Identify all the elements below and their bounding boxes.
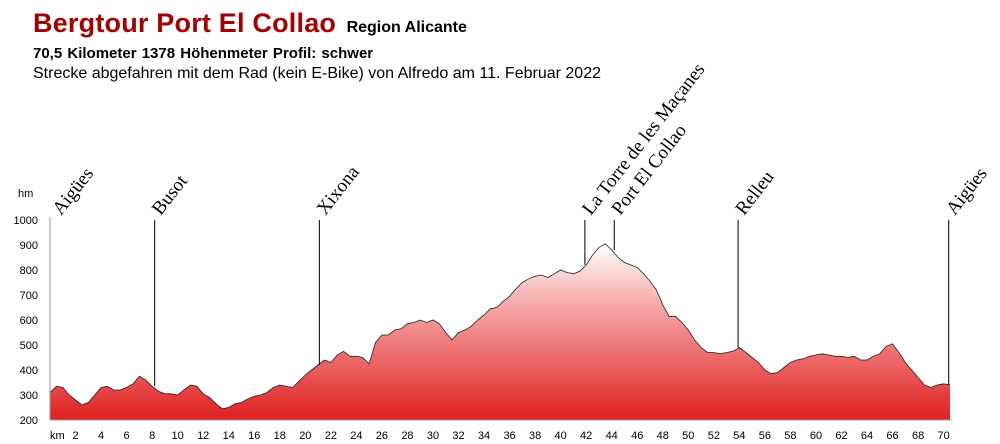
y-tick-label: 700 (20, 290, 38, 302)
x-tick-label: 52 (708, 430, 720, 442)
x-tick-label: 20 (299, 430, 311, 442)
x-tick-label: 66 (886, 430, 898, 442)
x-tick-label: 14 (223, 430, 235, 442)
tour-subtitle: Strecke abgefahren mit dem Rad (kein E-B… (33, 65, 601, 82)
place-label: Xixona (313, 162, 364, 219)
place-label: Busot (148, 171, 192, 219)
x-tick-label: 50 (682, 430, 694, 442)
x-tick-label: 26 (376, 430, 388, 442)
x-tick-label: 70 (937, 430, 949, 442)
y-tick-label: 1000 (14, 215, 38, 227)
x-tick-label: 36 (503, 430, 515, 442)
x-tick-label: 18 (274, 430, 286, 442)
y-tick-label: 800 (20, 265, 38, 277)
y-tick-label: 900 (20, 240, 38, 252)
x-tick-label: 58 (784, 430, 796, 442)
x-tick-label: 16 (248, 430, 260, 442)
x-tick-label: 12 (197, 430, 209, 442)
x-tick-label: 10 (172, 430, 184, 442)
x-tick-label: 30 (427, 430, 439, 442)
y-tick-label: 200 (20, 415, 38, 427)
x-tick-label: 34 (478, 430, 490, 442)
x-tick-label: 62 (835, 430, 847, 442)
y-tick-label: 400 (20, 365, 38, 377)
x-tick-label: 44 (606, 430, 618, 442)
x-tick-label: 38 (529, 430, 541, 442)
x-tick-label: 54 (733, 430, 745, 442)
place-label: Aigües (48, 164, 98, 219)
region-label: Region Alicante (346, 19, 467, 36)
x-tick-label: 24 (350, 430, 362, 442)
x-tick-label: 46 (631, 430, 643, 442)
header: Bergtour Port El Collao Region Alicante (33, 8, 467, 39)
x-tick-label: 68 (912, 430, 924, 442)
x-tick-label: 32 (452, 430, 464, 442)
x-tick-label: 64 (861, 430, 873, 442)
y-tick-label: 500 (20, 340, 38, 352)
x-tick-label: 6 (124, 430, 130, 442)
x-tick-label: 42 (580, 430, 592, 442)
place-label: Aigües (942, 164, 992, 219)
x-tick-label: 60 (810, 430, 822, 442)
x-tick-label: 28 (401, 430, 413, 442)
tour-stats: 70,5 Kilometer 1378 Höhenmeter Profil: s… (33, 45, 374, 62)
x-tick-label: 8 (149, 430, 155, 442)
place-label: Relleu (731, 167, 778, 219)
x-tick-label: 48 (657, 430, 669, 442)
x-tick-label: 4 (98, 430, 104, 442)
x-axis-label: km (50, 430, 65, 442)
x-tick-label: 56 (759, 430, 771, 442)
y-tick-label: 300 (20, 390, 38, 402)
elevation-area (50, 243, 950, 420)
y-tick-label: 600 (20, 315, 38, 327)
elevation-outline (49, 243, 951, 410)
place-label: La Torre de les Maçanes (578, 59, 709, 219)
x-tick-label: 40 (555, 430, 567, 442)
page-title: Bergtour Port El Collao (33, 8, 337, 38)
x-tick-label: 22 (325, 430, 337, 442)
x-tick-label: 2 (72, 430, 78, 442)
y-axis-label: hm (18, 188, 33, 200)
